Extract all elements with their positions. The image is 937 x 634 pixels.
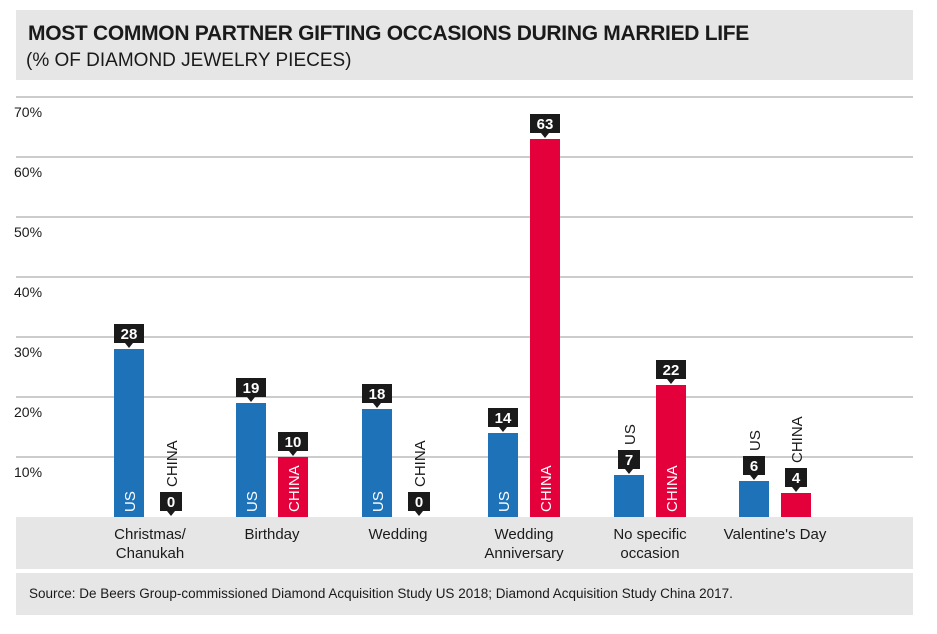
chart-title: MOST COMMON PARTNER GIFTING OCCASIONS DU…: [28, 22, 749, 45]
data-label-box: [488, 408, 518, 432]
data-label: 19: [243, 380, 260, 397]
category-label: Christmas/: [114, 526, 187, 543]
category-band: [16, 517, 913, 569]
series-label-china: CHINA: [412, 440, 429, 487]
data-label: 0: [415, 494, 423, 511]
bar-china: [530, 139, 560, 517]
chart-subtitle: (% OF DIAMOND JEWELRY PIECES): [26, 50, 352, 71]
y-tick-label: 50%: [14, 224, 42, 240]
data-label: 14: [495, 410, 512, 427]
data-label: 0: [167, 494, 175, 511]
chart-header: MOST COMMON PARTNER GIFTING OCCASIONS DU…: [16, 10, 913, 80]
bar-us: [614, 475, 644, 517]
data-label-box: [656, 360, 686, 384]
category-label: Birthday: [244, 526, 300, 543]
category-label: Anniversary: [484, 545, 564, 562]
bar-us: [362, 409, 392, 517]
data-label: 18: [369, 386, 386, 403]
category-label: Chanukah: [116, 545, 184, 562]
category-label: Wedding: [495, 526, 554, 543]
bar-china: [278, 457, 308, 517]
y-tick-label: 20%: [14, 404, 42, 420]
series-label-china: CHINA: [538, 465, 555, 512]
data-label-box: [278, 432, 308, 456]
series-label-us: US: [244, 491, 261, 512]
bar-us: [236, 403, 266, 517]
series-label-china: CHINA: [789, 416, 806, 463]
category-label: Wedding: [369, 526, 428, 543]
data-label: 4: [792, 470, 801, 487]
series-label-china: CHINA: [164, 440, 181, 487]
data-label-box: [785, 468, 807, 492]
category-label: occasion: [620, 545, 679, 562]
series-label-us: US: [622, 424, 639, 445]
data-label-box: [114, 324, 144, 348]
data-label-box: [743, 456, 765, 480]
data-label: 22: [663, 362, 680, 379]
y-tick-label: 60%: [14, 164, 42, 180]
data-label-box: [160, 492, 182, 516]
series-label-us: US: [370, 491, 387, 512]
bar-chart: 10% 20% 30% 40% 50% 60% 70% 28 US 19 US 18 US 14 US 7 US…: [14, 96, 913, 569]
data-label: 7: [625, 452, 633, 469]
y-tick-label: 10%: [14, 464, 42, 480]
bar-us: [114, 349, 144, 517]
category-label: No specific: [613, 526, 687, 543]
data-label-box: [618, 450, 640, 474]
bar-china: [656, 385, 686, 517]
source-note: Source: De Beers Group-commissioned Diam…: [29, 586, 733, 601]
series-label-us: US: [496, 491, 513, 512]
y-tick-label: 30%: [14, 344, 42, 360]
data-label-box: [408, 492, 430, 516]
series-label-china: CHINA: [286, 465, 303, 512]
y-tick-label: 70%: [14, 104, 42, 120]
data-label-box: [530, 114, 560, 138]
data-label: 63: [537, 116, 554, 133]
data-label: 6: [750, 458, 758, 475]
source-footer: Source: De Beers Group-commissioned Diam…: [16, 573, 913, 615]
data-label-box: [236, 378, 266, 402]
series-label-china: CHINA: [664, 465, 681, 512]
data-label: 28: [121, 326, 138, 343]
bar-us: [739, 481, 769, 517]
category-label: Valentine's Day: [724, 526, 827, 543]
y-tick-label: 40%: [14, 284, 42, 300]
data-label: 10: [285, 434, 302, 451]
bar-china: [781, 493, 811, 517]
data-label-box: [362, 384, 392, 408]
series-label-us: US: [122, 491, 139, 512]
bar-us: [488, 433, 518, 517]
series-label-us: US: [747, 430, 764, 451]
